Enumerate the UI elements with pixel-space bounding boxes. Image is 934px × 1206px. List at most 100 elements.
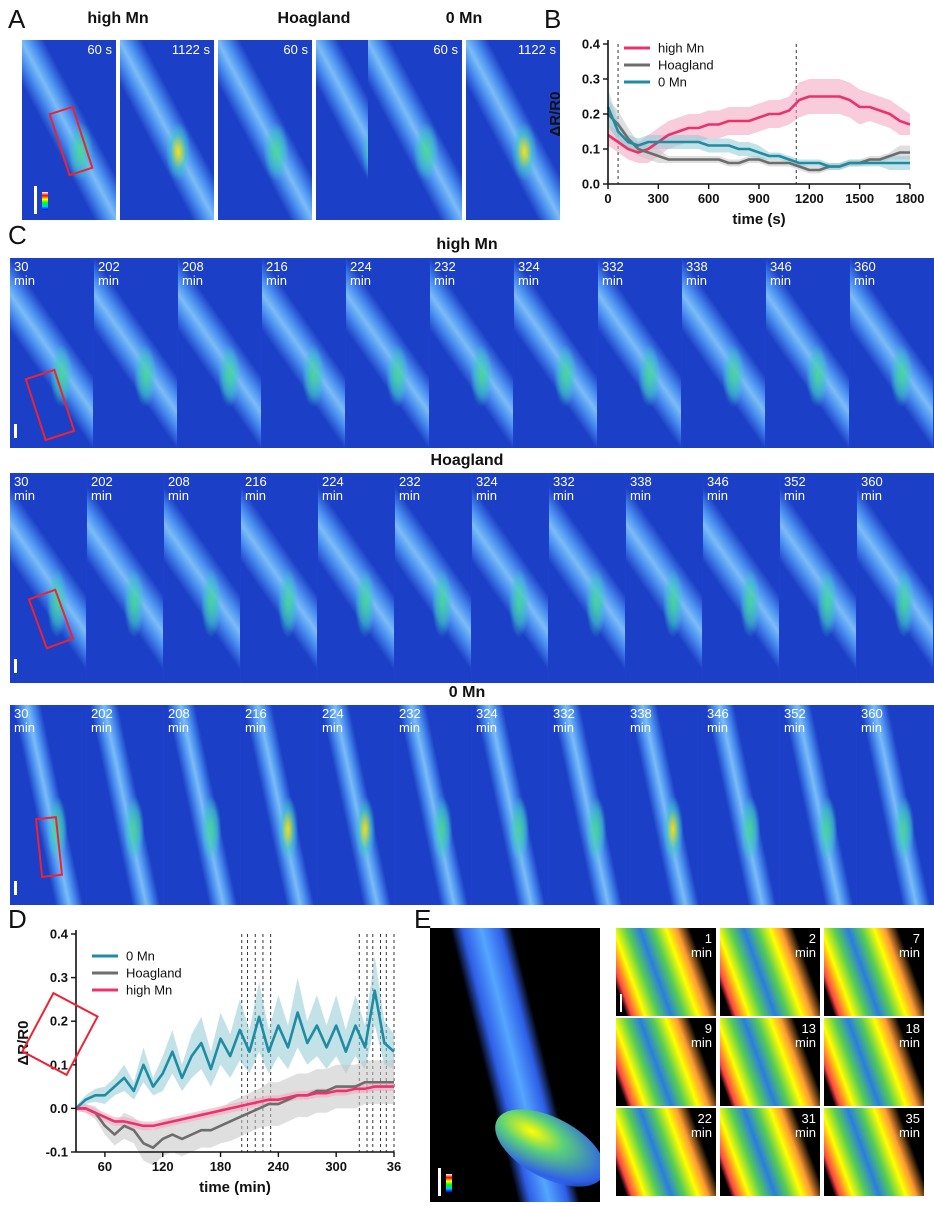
y-axis-label: ΔR/R0 (15, 1021, 32, 1066)
time-lapse-strip: 30 min 202 min 208 min 216 min 224 min 232 min 324 mi… (10, 258, 934, 448)
root-frame: 324 min (514, 258, 597, 448)
frame-time: 35 (905, 1111, 920, 1126)
frame-time: 352 (784, 474, 806, 489)
frame-time: 13 (801, 1021, 816, 1036)
frame-unit: min (350, 273, 371, 288)
frame-time: 2 (808, 931, 816, 946)
frame-unit: min (91, 720, 112, 735)
root-frame: 216 min (241, 705, 317, 905)
condition-label-0: high Mn (87, 10, 149, 27)
panel-d-line-chart: -0.1 0.0 0.1 0.2 0.3 0.4 60 120 180 240 300 36 time … (15, 927, 401, 1197)
frame-unit: min (691, 1125, 712, 1140)
x-axis-label: time (min) (199, 1179, 271, 1196)
frame-unit: min (630, 720, 651, 735)
frame-time: 332 (602, 259, 624, 274)
row-title-2: 0 Mn (448, 684, 486, 701)
root-frame: 216 min (262, 258, 345, 448)
x-tick-label: 900 (748, 191, 770, 206)
zoom-frame: 9 min (616, 1018, 716, 1106)
frame-unit: min (518, 273, 539, 288)
y-tick-label: 0.2 (582, 107, 600, 122)
overview-image (430, 928, 600, 1202)
x-tick-label: 1500 (845, 191, 874, 206)
root-frame: 208 min (164, 705, 240, 905)
root-micrograph: 60 s (218, 40, 312, 220)
frame-unit: min (861, 488, 882, 503)
root-frame: 360 min (857, 473, 933, 683)
y-tick-label: 0.3 (582, 72, 600, 87)
root-frame: 360 min (857, 705, 933, 905)
frame-time: 338 (686, 259, 708, 274)
frame-unit: min (795, 1035, 816, 1050)
frame-unit: min (899, 945, 920, 960)
frame-unit: min (691, 945, 712, 960)
time-label: 60 s (433, 42, 458, 57)
x-tick-label: 300 (647, 191, 669, 206)
root-frame: 202 min (94, 258, 177, 448)
x-tick-label: 240 (268, 1159, 290, 1174)
colorbar (446, 1174, 452, 1192)
time-lapse-strip: 30 min 202 min 208 min 216 min 224 min 232 min 324 mi… (10, 705, 934, 905)
frame-unit: min (266, 273, 287, 288)
x-tick-label: 600 (698, 191, 720, 206)
frame-time: 346 (770, 259, 792, 274)
colorbar (42, 192, 48, 210)
x-tick-label: 180 (210, 1159, 232, 1174)
frame-unit: min (399, 488, 420, 503)
frame-time: 332 (553, 706, 575, 721)
panel-label-c: C (8, 220, 27, 250)
root-frame: 352 min (780, 705, 856, 905)
root-micrograph: 1122 s (466, 40, 560, 220)
zoom-frame: 31 min (720, 1108, 820, 1196)
frame-unit: min (691, 1035, 712, 1050)
root-frame: 338 min (626, 473, 702, 683)
frame-unit: min (553, 488, 574, 503)
frame-unit: min (899, 1035, 920, 1050)
time-label: 1122 s (517, 42, 556, 57)
root-frame: 30 min (10, 473, 86, 683)
frame-time: 338 (630, 474, 652, 489)
scale-bar (14, 424, 17, 438)
frame-time: 324 (476, 706, 498, 721)
frame-time: 216 (266, 259, 288, 274)
frame-unit: min (707, 488, 728, 503)
y-tick-label: -0.1 (46, 1145, 68, 1160)
frame-unit: min (795, 1125, 816, 1140)
frame-time: 216 (245, 706, 267, 721)
frame-time: 224 (322, 706, 344, 721)
zoom-frame: 2 min (720, 928, 820, 1016)
legend-label: high Mn (658, 41, 704, 56)
frame-time: 31 (801, 1111, 816, 1126)
zoom-frame: 35 min (824, 1108, 924, 1196)
y-tick-label: 0.4 (582, 37, 601, 52)
frame-unit: min (476, 720, 497, 735)
frame-unit: min (182, 273, 203, 288)
series-line (76, 1080, 394, 1149)
y-axis-label: ΔR/R0 (548, 92, 564, 137)
root-frame: 224 min (318, 473, 394, 683)
y-tick-label: 0.1 (582, 142, 600, 157)
frame-unit: min (854, 273, 875, 288)
legend-label: Hoagland (658, 58, 714, 73)
frame-unit: min (245, 720, 266, 735)
x-tick-label: 300 (325, 1159, 347, 1174)
frame-time: 216 (245, 474, 267, 489)
root-frame: 232 min (430, 258, 513, 448)
y-tick-label: 0.0 (582, 177, 600, 192)
frame-unit: min (14, 273, 35, 288)
frame-unit: min (602, 273, 623, 288)
frame-time: 224 (350, 259, 372, 274)
root-frame: 346 min (703, 705, 779, 905)
root-frame: 346 min (703, 473, 779, 683)
zoom-frame: 7 min (824, 928, 924, 1016)
series-line (606, 106, 910, 168)
root-frame: 224 min (346, 258, 429, 448)
frame-time: 232 (399, 474, 421, 489)
scale-bar (620, 994, 622, 1012)
frame-time: 208 (168, 706, 190, 721)
row-title-0: high Mn (436, 236, 498, 253)
root-frame: 232 min (395, 705, 471, 905)
root-frame: 324 min (472, 473, 548, 683)
root-frame: 202 min (87, 705, 163, 905)
x-tick-label: 60 (98, 1159, 112, 1174)
